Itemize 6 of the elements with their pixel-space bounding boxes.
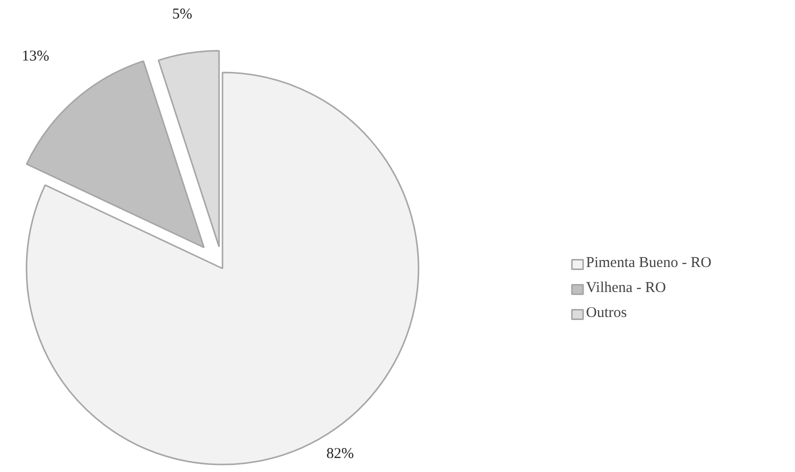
legend-label: Vilhena - RO (586, 280, 666, 297)
data-label: 5% (172, 6, 192, 22)
data-label: 13% (22, 48, 50, 64)
data-label: 82% (326, 446, 354, 462)
legend-label: Pimenta Bueno - RO (586, 255, 712, 272)
legend-label: Outros (586, 305, 627, 322)
